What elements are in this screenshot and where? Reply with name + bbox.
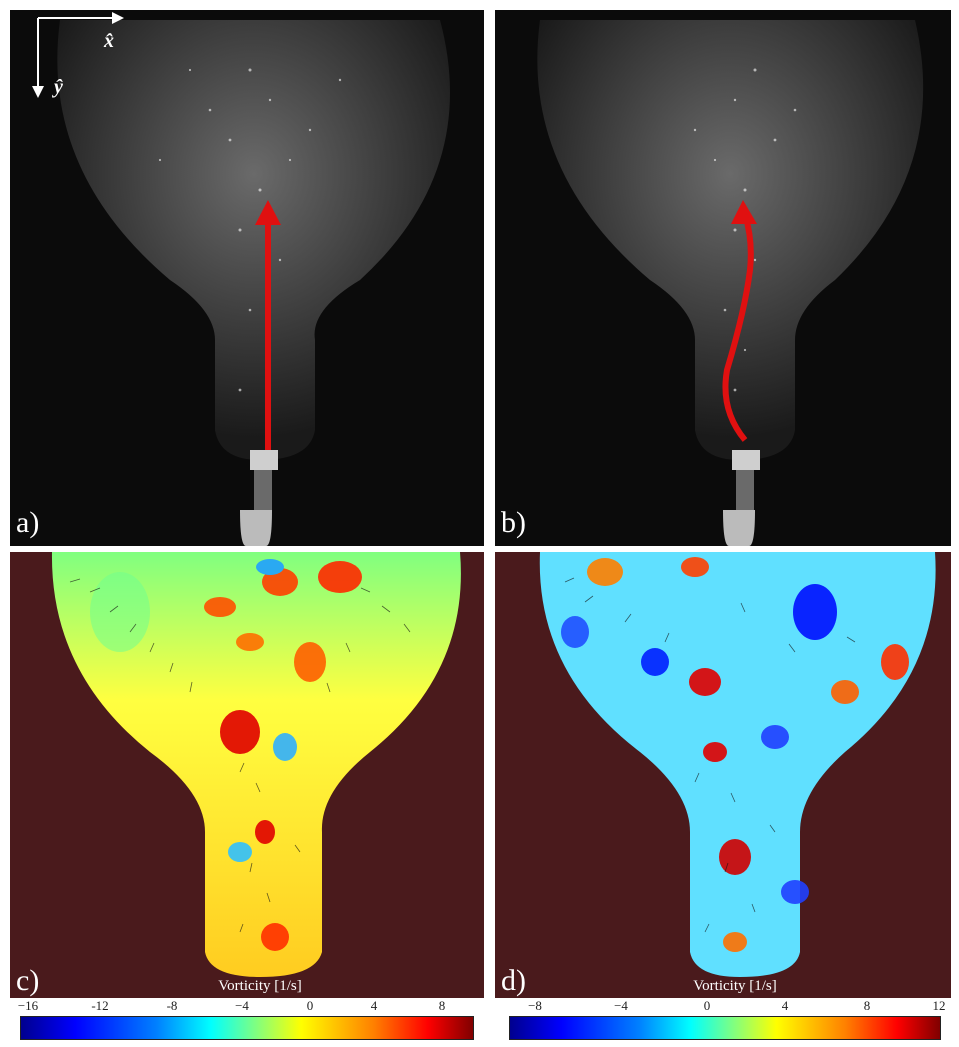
colorbar-tick: 4: [781, 998, 789, 1013]
colorbar-tick: 4: [370, 998, 378, 1013]
panel-b-label: b): [501, 506, 526, 539]
flask-photo-a: [32, 12, 450, 546]
velocity-vectors: [564, 577, 856, 933]
bubble-field: [693, 68, 797, 392]
flask-outline: [537, 20, 924, 460]
colorbar-tick: -8: [166, 998, 178, 1013]
flask-tube: [254, 470, 272, 510]
colorbar-tick: 0: [703, 998, 711, 1013]
colorbar-title-c: Vorticity [1/s]: [218, 978, 302, 994]
vorticity-domain: [539, 552, 936, 977]
vorticity-field-c: [51, 552, 461, 977]
velocity-vectors: [69, 578, 411, 933]
colorbar-c: [20, 1016, 474, 1040]
colorbar-d: [509, 1016, 941, 1040]
vorticity-domain: [51, 552, 461, 977]
colorbar-tick: 0: [306, 998, 314, 1013]
flask-nozzle: [732, 450, 760, 470]
colorbar-tick: −4: [614, 998, 628, 1013]
colorbar-tick: 8: [863, 998, 871, 1013]
panel-d-label: d): [501, 964, 526, 997]
colorbar-title-d: Vorticity [1/s]: [693, 978, 777, 994]
colorbar-tick: 12: [932, 998, 946, 1013]
flow-arrow-head: [731, 200, 757, 224]
vortex-blobs: [90, 559, 362, 951]
x-axis-label: x̂: [104, 30, 114, 52]
vortex-blobs: [561, 557, 909, 952]
colorbar-tick: −8: [528, 998, 542, 1013]
colorbar-tick: -12: [91, 998, 109, 1013]
flow-arrow-shaft: [722, 214, 754, 442]
flask-photo-b: [537, 20, 924, 546]
flow-arrow-head: [255, 200, 281, 225]
colorbar-tick: −4: [235, 998, 249, 1013]
panel-c-label: c): [16, 964, 40, 997]
flask-outline: [57, 20, 450, 460]
flask-tube: [736, 470, 754, 510]
colorbar-tick: 8: [438, 998, 446, 1013]
panel-a-label: a): [16, 506, 40, 539]
panel-b-photo: b): [495, 10, 951, 546]
panel-a-photo: x̂ ŷ a): [10, 10, 484, 546]
y-axis-label: ŷ: [54, 76, 63, 98]
panel-d-vorticity: d) Vorticity [1/s] −8 −4 0 4 8 12: [495, 552, 951, 1042]
vorticity-field-d: [539, 552, 936, 977]
colorbar-tick: −16: [17, 998, 39, 1013]
panel-c-vorticity: c) Vorticity [1/s] −16 -12 -8 −4 0 4 8: [10, 552, 484, 1042]
flask-nozzle: [250, 450, 278, 470]
